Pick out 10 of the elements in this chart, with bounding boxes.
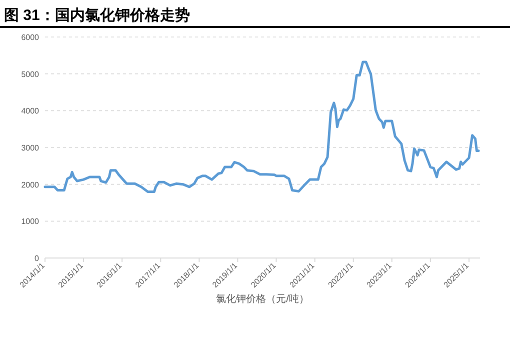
- y-tick-label: 4000: [21, 106, 40, 116]
- y-tick-label: 5000: [21, 70, 40, 79]
- y-tick-label: 0: [34, 254, 40, 263]
- y-tick-label: 6000: [21, 33, 40, 42]
- y-tick-label: 1000: [21, 217, 40, 226]
- y-tick-label: 2000: [21, 180, 40, 190]
- x-axis-title: 氯化钾价格（元/吨）: [216, 293, 309, 305]
- chart-title: 图 31：国内氯化钾价格走势: [4, 7, 190, 24]
- line-series: [44, 60, 480, 193]
- y-tick-label: 3000: [21, 144, 40, 152]
